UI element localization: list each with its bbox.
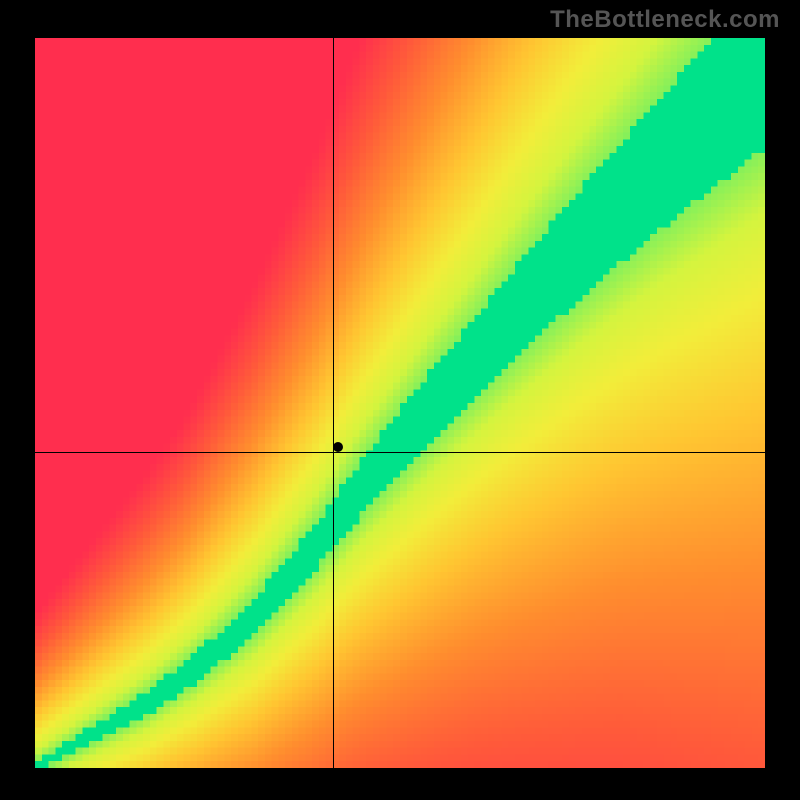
crosshair-vertical	[333, 38, 334, 768]
heatmap-plot	[35, 38, 765, 768]
data-point-marker	[333, 442, 343, 452]
crosshair-horizontal	[35, 452, 765, 453]
watermark-text: TheBottleneck.com	[550, 6, 780, 34]
heatmap-canvas	[35, 38, 765, 768]
